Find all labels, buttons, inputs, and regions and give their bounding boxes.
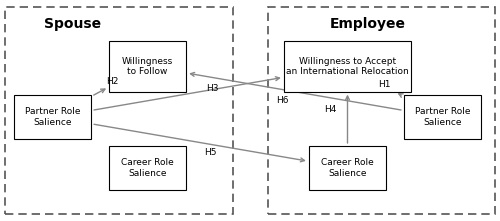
Text: Employee: Employee [330,17,406,31]
FancyBboxPatch shape [268,7,495,214]
Text: Partner Role
Salience: Partner Role Salience [415,107,470,127]
Text: H4: H4 [324,105,336,114]
Text: H3: H3 [206,84,218,93]
FancyBboxPatch shape [14,95,91,139]
FancyBboxPatch shape [404,95,481,139]
Text: H1: H1 [378,80,390,89]
Text: Willingness to Accept
an International Relocation: Willingness to Accept an International R… [286,57,409,76]
FancyBboxPatch shape [284,41,411,92]
Text: H2: H2 [106,77,118,86]
Text: Spouse: Spouse [44,17,101,31]
Text: H5: H5 [204,148,216,157]
Text: Career Role
Salience: Career Role Salience [321,158,374,178]
FancyBboxPatch shape [108,41,186,92]
Text: H6: H6 [276,96,289,105]
Text: Career Role
Salience: Career Role Salience [121,158,174,178]
FancyBboxPatch shape [5,7,232,214]
Text: Partner Role
Salience: Partner Role Salience [25,107,80,127]
FancyBboxPatch shape [308,146,386,190]
FancyBboxPatch shape [108,146,186,190]
Text: Willingness
to Follow: Willingness to Follow [122,57,173,76]
